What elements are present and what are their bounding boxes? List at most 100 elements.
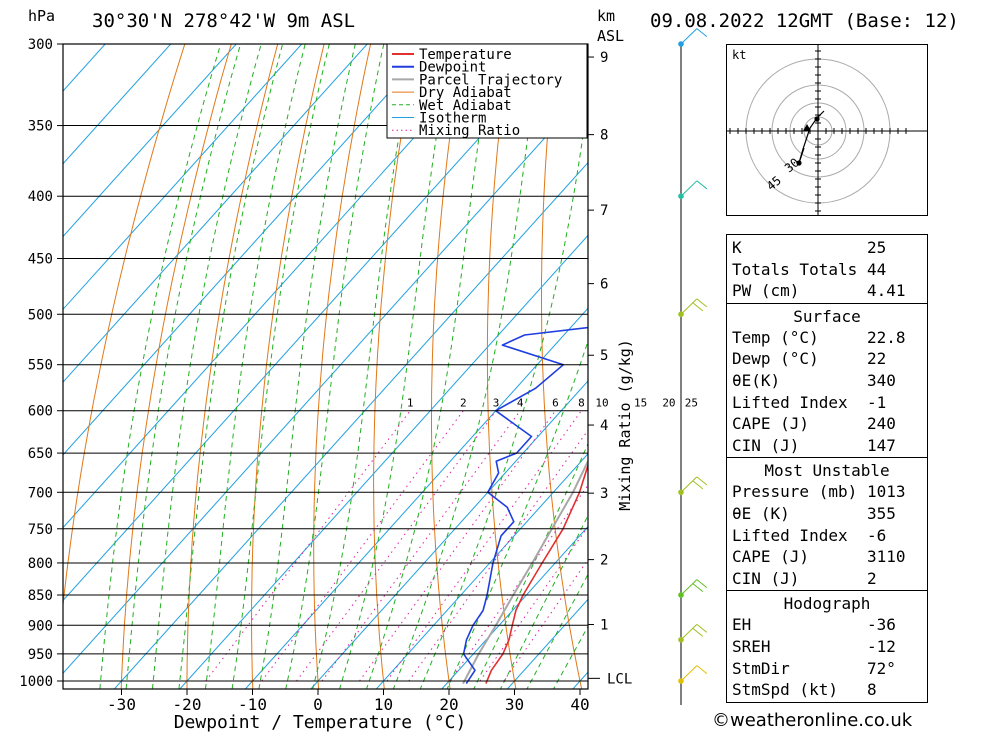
datetime-title: 09.08.2022 12GMT (Base: 12) bbox=[650, 10, 959, 32]
km-tick-label: 2 bbox=[600, 553, 608, 569]
isotherm-line bbox=[244, 307, 588, 689]
isotherm-line bbox=[63, 44, 368, 383]
isotherm-line bbox=[310, 380, 588, 689]
temperature-profile bbox=[485, 462, 588, 684]
pressure-tick-label: 300 bbox=[28, 37, 53, 53]
isotherm-line bbox=[63, 44, 106, 92]
wet-adiabat-line bbox=[258, 44, 356, 689]
wind-barb-flag bbox=[696, 665, 708, 674]
temperature-tick-label: 10 bbox=[374, 695, 393, 714]
km-tick-label: 9 bbox=[600, 50, 608, 66]
pressure-tick-label: 850 bbox=[28, 588, 53, 604]
isotherm-line bbox=[63, 89, 588, 674]
mixing-ratio-line bbox=[321, 410, 521, 682]
km-tick-label: 8 bbox=[600, 128, 608, 144]
parcel-trajectory-profile bbox=[462, 458, 588, 685]
dry-adiabat-line bbox=[645, 0, 719, 707]
km-unit-label: km bbox=[597, 7, 615, 25]
mixing-ratio-line bbox=[408, 429, 588, 682]
surface-heading: Surface bbox=[793, 306, 861, 326]
indices-general: K 25 Totals Totals 44 PW (cm) 4.41 bbox=[726, 234, 928, 303]
legend-entry: Mixing Ratio bbox=[419, 123, 520, 139]
km-tick-label: 4 bbox=[600, 418, 608, 434]
wind-barb-flag bbox=[696, 298, 708, 308]
mixing-ratio-tick-label: 4 bbox=[517, 397, 524, 410]
pressure-tick-label: 400 bbox=[28, 189, 53, 205]
wind-barb bbox=[680, 665, 708, 682]
wind-barb-flag bbox=[692, 480, 704, 490]
pressure-tick-label: 450 bbox=[28, 252, 53, 268]
pressure-tick-label: 650 bbox=[28, 446, 53, 462]
index-row: StmSpd (kt) 8 bbox=[732, 680, 877, 700]
mixing-ratio-tick-label: 3 bbox=[493, 397, 500, 410]
legend-entry: Parcel Trajectory bbox=[419, 72, 562, 88]
index-row: Temp (°C) 22.8 bbox=[732, 327, 906, 347]
dry-adiabat-line bbox=[922, 0, 1000, 707]
index-row-k: K 25 bbox=[732, 238, 887, 257]
temperature-tick-label: -20 bbox=[173, 695, 202, 714]
mixing-ratio-tick-label: 2 bbox=[460, 397, 467, 410]
index-row: CIN (J) 147 bbox=[732, 435, 896, 455]
index-row: Lifted Index -6 bbox=[732, 525, 887, 545]
hodograph-unit: kt bbox=[732, 48, 746, 62]
wet-adiabat-line bbox=[526, 573, 588, 689]
km-tick-label: 3 bbox=[600, 486, 608, 502]
mixing-ratio-line bbox=[386, 410, 582, 682]
mixing-ratio-tick-label: 25 bbox=[685, 397, 698, 410]
wet-adiabat-line bbox=[392, 44, 542, 689]
dry-adiabat-line bbox=[966, 0, 1000, 707]
asl-unit-label: ASL bbox=[597, 27, 624, 45]
hodograph-point bbox=[796, 160, 802, 166]
mixing-ratio-line bbox=[261, 410, 464, 682]
wind-barb bbox=[680, 579, 708, 596]
km-tick-label: 7 bbox=[600, 203, 608, 219]
dry-adiabat-line bbox=[120, 44, 232, 689]
wind-barb-staff bbox=[680, 665, 698, 682]
temperature-tick-label: 0 bbox=[313, 695, 323, 714]
index-row: θE (K) 355 bbox=[732, 503, 896, 523]
mixing-ratio-line bbox=[205, 410, 411, 682]
index-row: StmDir 72° bbox=[732, 658, 896, 678]
mixing-ratio-axis-title: Mixing Ratio (g/kg) bbox=[616, 339, 634, 511]
wind-barb bbox=[680, 476, 708, 493]
wind-barb-flag bbox=[696, 28, 708, 37]
temperature-tick-label: 40 bbox=[570, 695, 589, 714]
lcl-label: LCL bbox=[607, 671, 632, 687]
wind-barb bbox=[680, 623, 708, 641]
index-row: CIN (J) 2 bbox=[732, 568, 877, 588]
isotherm-line bbox=[63, 44, 237, 238]
wind-barb-staff bbox=[680, 28, 698, 45]
isotherm-line bbox=[113, 161, 588, 689]
legend-entry: Temperature bbox=[419, 47, 512, 63]
wind-barb-staff bbox=[680, 476, 698, 493]
wind-barb-staff bbox=[680, 298, 698, 315]
hodograph-point bbox=[814, 116, 820, 122]
hodograph-heading: Hodograph bbox=[783, 594, 871, 614]
wind-barb-staff bbox=[680, 579, 698, 596]
mixing-ratio-tick-label: 1 bbox=[407, 397, 414, 410]
wind-barb-flag bbox=[692, 583, 704, 593]
pressure-unit-label: hPa bbox=[28, 7, 55, 25]
credit-link[interactable]: ©weatheronline.co.uk bbox=[712, 710, 913, 731]
index-row: Pressure (mb) 1013 bbox=[732, 482, 906, 502]
pressure-tick-label: 1000 bbox=[19, 674, 53, 690]
wet-adiabat-line bbox=[552, 625, 588, 689]
pressure-tick-label: 350 bbox=[28, 119, 53, 135]
pressure-tick-label: 900 bbox=[28, 618, 53, 634]
wet-adiabat-line bbox=[99, 44, 222, 689]
mixing-ratio-line bbox=[449, 484, 588, 682]
mixing-ratio-tick-label: 20 bbox=[662, 397, 675, 410]
pressure-tick-label: 600 bbox=[28, 404, 53, 420]
legend-box bbox=[386, 43, 588, 139]
mixing-ratio-tick-label: 10 bbox=[595, 397, 608, 410]
mixing-ratio-tick-label: 8 bbox=[578, 397, 585, 410]
wind-barb-column bbox=[678, 28, 708, 705]
storm-motion-marker bbox=[803, 124, 811, 131]
mixing-ratio-tick-label: 15 bbox=[634, 397, 647, 410]
wind-barb-flag bbox=[696, 476, 708, 486]
pressure-tick-label: 550 bbox=[28, 358, 53, 374]
wet-adiabat-line bbox=[312, 44, 417, 689]
wind-barb-staff bbox=[680, 623, 698, 641]
index-row: Dewp (°C) 22 bbox=[732, 349, 887, 369]
